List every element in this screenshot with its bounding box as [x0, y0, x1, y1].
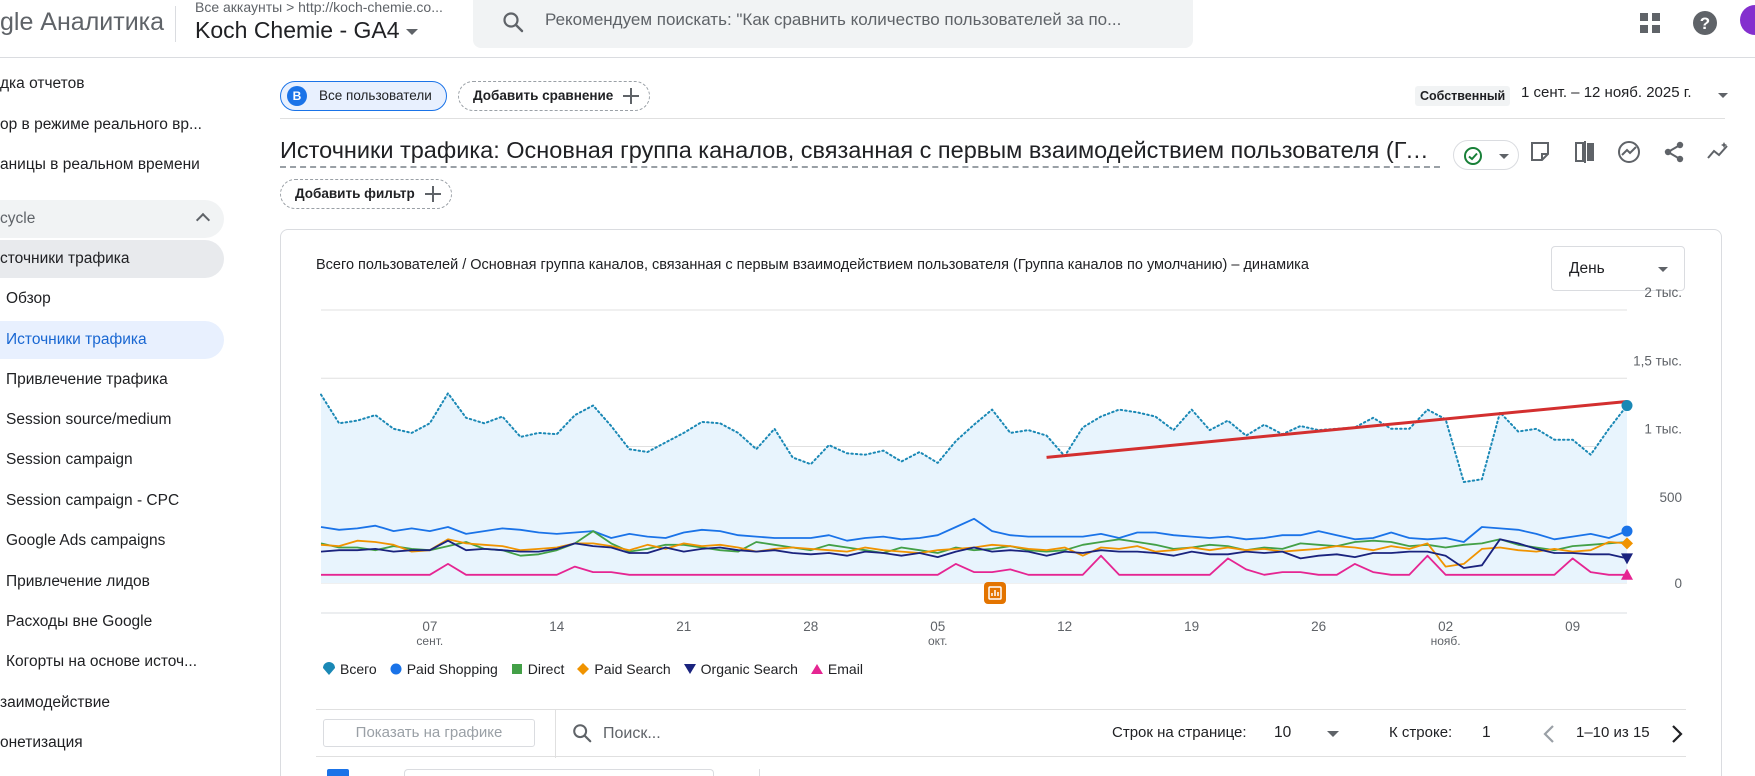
- segment-badge: B: [287, 86, 307, 106]
- account-breadcrumb[interactable]: Все аккаунты > http://koch-chemie.co...: [195, 0, 443, 15]
- svg-text:?: ?: [1700, 14, 1710, 33]
- help-icon[interactable]: ?: [1691, 9, 1719, 37]
- legend-swatch-icon: [577, 663, 590, 675]
- legend-item[interactable]: Paid Search: [576, 661, 671, 677]
- legend-swatch-icon: [683, 664, 696, 674]
- rows-per-page-label: Строк на странице:: [1112, 724, 1247, 741]
- insights-marker-icon: [988, 586, 1002, 600]
- table-search-input[interactable]: [603, 721, 903, 747]
- page-title[interactable]: Источники трафика: Основная группа канал…: [280, 137, 1440, 168]
- sidebar: дка отчетов ор в режиме реального вр... …: [0, 58, 230, 776]
- page-range: 1–10 из 15: [1576, 724, 1650, 741]
- add-filter-label: Добавить фильтр: [295, 186, 415, 201]
- legend-item[interactable]: Direct: [510, 661, 565, 677]
- legend-swatch-icon: [511, 664, 522, 674]
- chart-legend: Всего Paid Shopping Direct Paid Search Organ…: [322, 661, 875, 679]
- sidebar-item-non-google-cost[interactable]: Расходы вне Google: [6, 613, 153, 630]
- toolbar-divider: [555, 710, 556, 758]
- apps-grid-icon[interactable]: [1636, 9, 1664, 37]
- compare-icon[interactable]: [1572, 139, 1598, 165]
- chevron-down-icon: [405, 28, 418, 35]
- global-search[interactable]: Рекомендуем поискать: "Как сравнить коли…: [473, 0, 1193, 48]
- legend-label: Organic Search: [700, 661, 798, 677]
- add-comparison-button[interactable]: Добавить сравнение: [458, 81, 651, 111]
- share-icon[interactable]: [1661, 139, 1687, 165]
- top-bar: gle Аналитика Все аккаунты > http://koch…: [0, 0, 1755, 58]
- sidebar-item-reports-snapshot[interactable]: дка отчетов: [0, 75, 85, 92]
- sidebar-item-overview[interactable]: Обзор: [6, 290, 51, 307]
- plus-icon: [623, 88, 640, 104]
- property-name: Koch Chemie - GA4: [195, 17, 400, 43]
- sidebar-item-cohorts[interactable]: Когорты на основе источ...: [6, 653, 198, 670]
- legend-swatch-icon: [390, 663, 402, 675]
- segment-label: Все пользователи: [319, 88, 432, 103]
- sidebar-item-session-campaign-cpc[interactable]: Session campaign - CPC: [6, 492, 180, 509]
- dimension-select[interactable]: [404, 769, 714, 776]
- sidebar-item-session-source-medium[interactable]: Session source/medium: [6, 411, 172, 428]
- segment-chip[interactable]: B Все пользователи: [280, 81, 447, 111]
- legend-item[interactable]: Organic Search: [683, 661, 798, 677]
- chevron-down-icon: [1658, 267, 1668, 272]
- legend-label: Paid Shopping: [406, 661, 498, 677]
- add-comparison-label: Добавить сравнение: [473, 88, 614, 103]
- column-divider: [759, 769, 760, 776]
- chevron-down-icon[interactable]: [1718, 93, 1728, 98]
- report-status-chip[interactable]: [1453, 140, 1519, 170]
- table-header-partial: [316, 766, 1686, 776]
- sidebar-group-lifecycle[interactable]: cycle: [0, 200, 224, 238]
- app-logo[interactable]: gle Аналитика: [0, 8, 165, 36]
- search-icon: [573, 724, 592, 743]
- sidebar-group-label: cycle: [0, 210, 36, 227]
- add-filter-button[interactable]: Добавить фильтр: [280, 179, 452, 209]
- legend-item[interactable]: Всего: [322, 661, 377, 677]
- go-to-row-input[interactable]: 1: [1482, 724, 1491, 741]
- chevron-down-icon[interactable]: [1327, 731, 1339, 737]
- sidebar-item-realtime-pages[interactable]: аницы в реальном времени: [0, 156, 200, 173]
- sidebar-item-google-ads-campaigns[interactable]: Google Ads campaigns: [6, 532, 166, 549]
- legend-swatch-icon: [810, 664, 823, 674]
- show-on-chart-button[interactable]: Показать на графике: [323, 719, 535, 747]
- chevron-up-icon: [195, 212, 211, 228]
- trend-spark-icon[interactable]: [1705, 139, 1731, 165]
- legend-label: Всего: [340, 661, 377, 677]
- chevron-left-icon[interactable]: [1540, 723, 1560, 745]
- header-divider: [280, 118, 1725, 119]
- sidebar-item-session-campaign[interactable]: Session campaign: [6, 451, 133, 468]
- legend-swatch-icon: [323, 662, 335, 675]
- date-range-picker[interactable]: 1 сент. – 12 нояб. 2025 г.: [1521, 84, 1692, 101]
- select-all-checkbox[interactable]: [327, 769, 349, 776]
- insights-icon[interactable]: [1616, 139, 1642, 165]
- search-placeholder: Рекомендуем поискать: "Как сравнить коли…: [545, 10, 1122, 29]
- logo-divider: [175, 6, 176, 42]
- date-type-badge: Собственный: [1415, 86, 1511, 106]
- sidebar-item-traffic-acquisition[interactable]: Привлечение трафика: [6, 371, 168, 388]
- anomaly-marker[interactable]: [984, 582, 1006, 604]
- sidebar-item-lead-acquisition[interactable]: Привлечение лидов: [6, 573, 150, 590]
- sidebar-item-realtime-overview[interactable]: ор в режиме реального вр...: [0, 116, 202, 133]
- avatar[interactable]: [1740, 5, 1755, 35]
- property-selector[interactable]: Koch Chemie - GA4: [195, 17, 418, 44]
- edit-report-icon[interactable]: [1527, 139, 1553, 165]
- chart-card: [280, 229, 1722, 776]
- table-toolbar: Показать на графике Строк на странице: 1…: [316, 709, 1686, 758]
- granularity-select[interactable]: День: [1551, 246, 1685, 291]
- search-icon: [503, 12, 524, 33]
- legend-label: Direct: [527, 661, 565, 677]
- legend-label: Email: [827, 661, 863, 677]
- go-to-row-label: К строке:: [1389, 724, 1453, 741]
- legend-item[interactable]: Email: [810, 661, 863, 677]
- plus-icon: [424, 186, 441, 202]
- sidebar-item-monetization[interactable]: онетизация: [0, 734, 83, 751]
- legend-item[interactable]: Paid Shopping: [389, 661, 498, 677]
- sidebar-item-traffic-sources[interactable]: сточники трафика: [0, 240, 224, 278]
- sidebar-item-engagement[interactable]: заимодействие: [0, 694, 111, 711]
- chevron-right-icon[interactable]: [1666, 723, 1686, 745]
- granularity-value: День: [1569, 260, 1605, 277]
- check-circle-icon: [1464, 147, 1482, 165]
- rows-per-page-select[interactable]: 10: [1274, 724, 1292, 741]
- chart-title: Всего пользователей / Основная группа ка…: [316, 257, 1309, 273]
- sidebar-item-traffic-sources-report[interactable]: Источники трафика: [0, 321, 224, 359]
- chevron-down-icon: [1499, 154, 1509, 159]
- legend-label: Paid Search: [594, 661, 671, 677]
